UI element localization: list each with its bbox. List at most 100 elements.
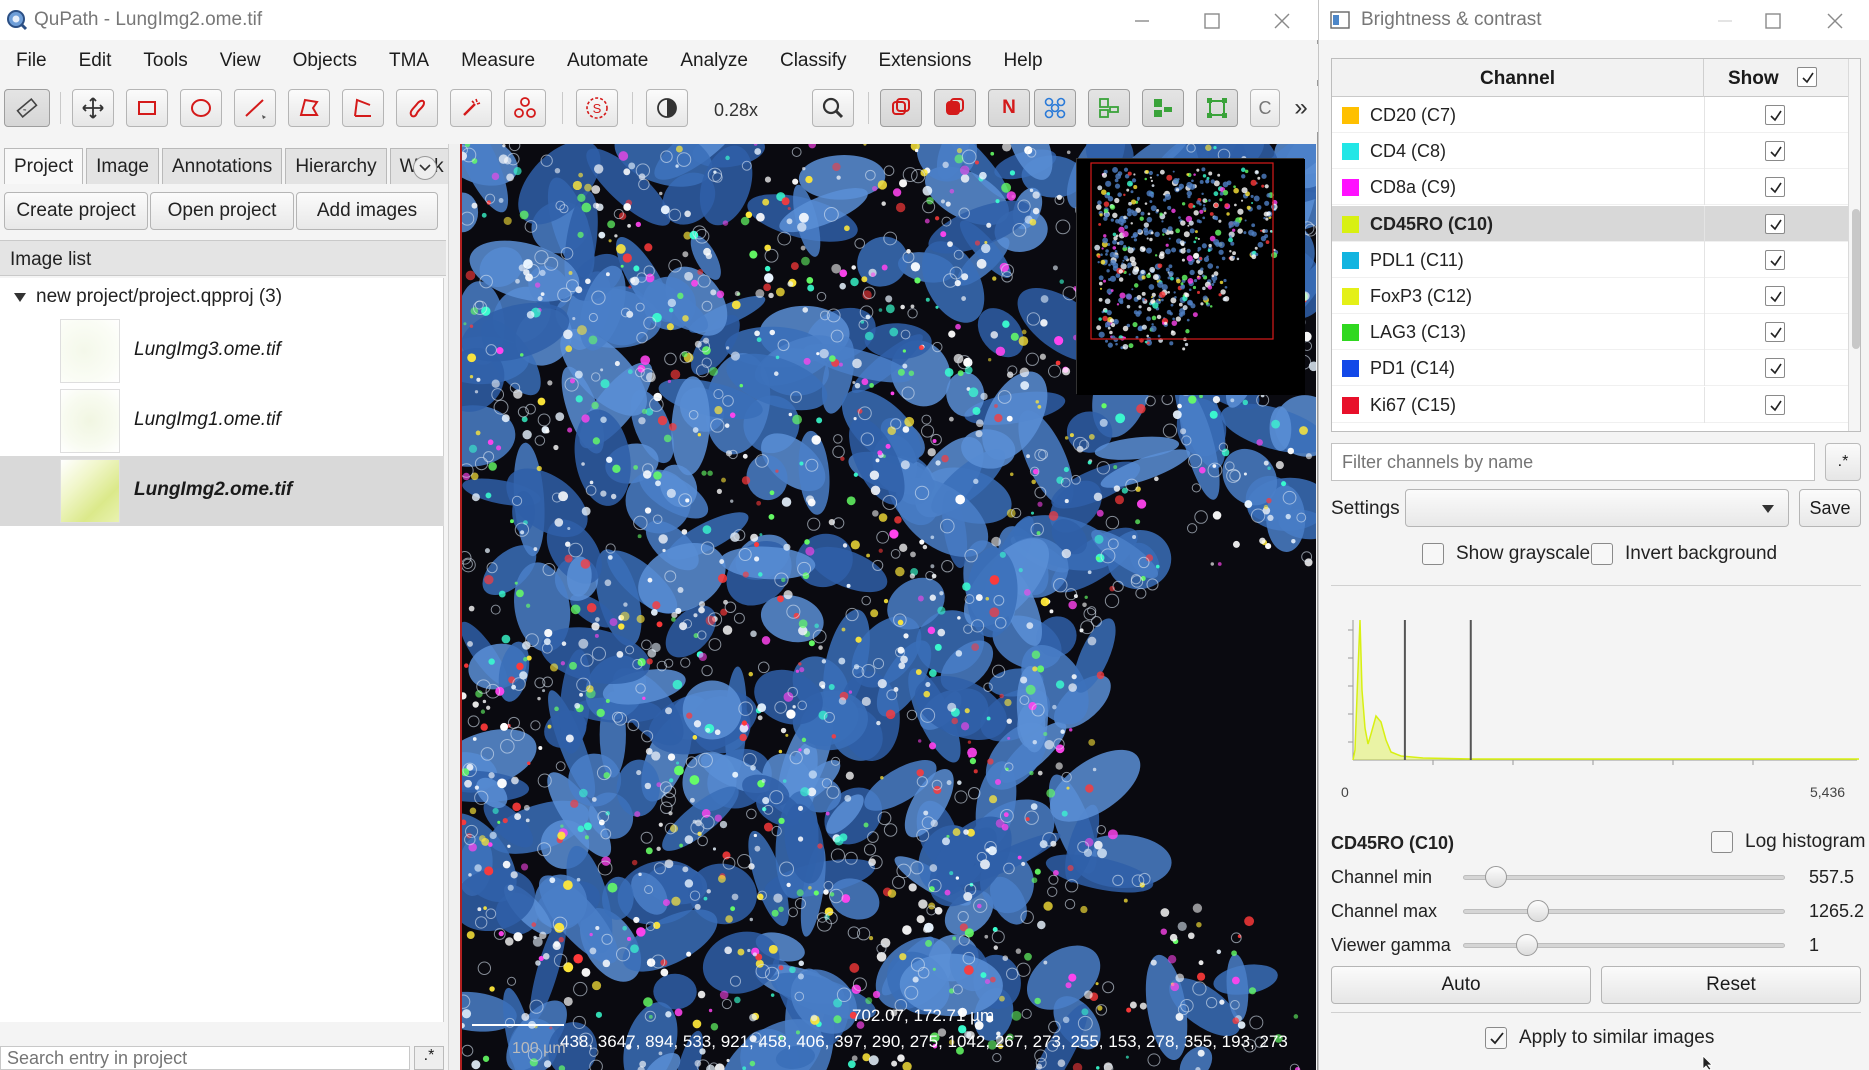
- image-list-item[interactable]: LungImg3.ome.tif: [0, 316, 444, 386]
- viewer-gamma-track[interactable]: [1463, 943, 1785, 948]
- channel-row[interactable]: LAG3 (C13): [1332, 314, 1848, 351]
- fill-annotations-button[interactable]: [934, 89, 976, 127]
- save-settings-button[interactable]: Save: [1799, 489, 1861, 527]
- histogram[interactable]: 0 5,436: [1331, 610, 1861, 810]
- show-all-checkbox[interactable]: [1797, 67, 1817, 87]
- show-detections-button[interactable]: [1088, 89, 1130, 127]
- menu-objects[interactable]: Objects: [292, 50, 357, 71]
- channel-min-slider[interactable]: [1485, 866, 1508, 888]
- channel-scrollbar[interactable]: [1848, 59, 1860, 431]
- channel-row[interactable]: CD20 (C7): [1332, 97, 1848, 133]
- channel-row[interactable]: PD1 (C14): [1332, 350, 1848, 387]
- fill-detections-button[interactable]: [1142, 89, 1184, 127]
- tab-overflow-button[interactable]: [413, 156, 437, 180]
- add-images-button[interactable]: Add images: [296, 192, 438, 230]
- polygon-tool-button[interactable]: [288, 89, 330, 127]
- invert-background-checkbox[interactable]: [1591, 543, 1613, 565]
- invert-background-option[interactable]: Invert background: [1591, 543, 1777, 565]
- more-tools-button[interactable]: »: [1286, 89, 1316, 127]
- wand-tool-button[interactable]: [450, 89, 492, 127]
- channel-min-track[interactable]: [1463, 875, 1785, 880]
- menu-tma[interactable]: TMA: [389, 50, 430, 71]
- move-tool-button[interactable]: [72, 89, 114, 127]
- show-tma-grid-button[interactable]: [1034, 89, 1076, 127]
- zoom-to-fit-button[interactable]: [812, 89, 854, 127]
- open-project-button[interactable]: Open project: [150, 192, 294, 230]
- channel-row-partial[interactable]: [1332, 423, 1848, 431]
- scrollbar-thumb[interactable]: [1852, 209, 1860, 349]
- tree-root[interactable]: new project/project.qpproj (3): [14, 286, 282, 308]
- channel-show-checkbox[interactable]: [1765, 286, 1785, 306]
- log-histogram-checkbox[interactable]: [1711, 831, 1733, 853]
- menu-classify[interactable]: Classify: [779, 50, 847, 71]
- menu-extensions[interactable]: Extensions: [878, 50, 972, 71]
- rectangle-tool-button[interactable]: [126, 89, 168, 127]
- tab-annotations[interactable]: Annotations: [161, 148, 283, 184]
- channel-row[interactable]: Ki67 (C15): [1332, 386, 1848, 423]
- channel-max-slider[interactable]: [1527, 900, 1550, 922]
- show-names-button[interactable]: N: [988, 89, 1030, 127]
- panel-splitter[interactable]: [448, 144, 460, 1070]
- c-button[interactable]: C: [1250, 89, 1280, 127]
- viewer-gamma-slider[interactable]: [1516, 934, 1539, 956]
- log-histogram-option[interactable]: Log histogram: [1711, 831, 1865, 853]
- menu-automate[interactable]: Automate: [567, 50, 649, 71]
- channel-show-checkbox[interactable]: [1765, 394, 1785, 415]
- selection-mode-button[interactable]: S: [576, 89, 618, 127]
- channel-show-checkbox[interactable]: [1765, 213, 1785, 234]
- channel-show-checkbox[interactable]: [1765, 322, 1785, 343]
- apply-similar-option[interactable]: Apply to similar images: [1485, 1027, 1714, 1049]
- tab-project[interactable]: Project: [4, 148, 84, 184]
- show-annotations-button[interactable]: [880, 89, 922, 127]
- channel-row[interactable]: CD45RO (C10): [1332, 205, 1848, 242]
- menu-edit[interactable]: Edit: [78, 50, 112, 71]
- menu-help[interactable]: Help: [1003, 50, 1043, 71]
- channel-show-checkbox[interactable]: [1765, 141, 1785, 162]
- tab-hierarchy[interactable]: Hierarchy: [285, 148, 387, 184]
- menu-file[interactable]: File: [16, 50, 47, 71]
- filter-channels-input[interactable]: [1331, 443, 1815, 481]
- bc-maximize-button[interactable]: [1749, 4, 1797, 38]
- maximize-button[interactable]: [1188, 4, 1236, 38]
- settings-dropdown[interactable]: [1405, 489, 1789, 527]
- line-tool-button[interactable]: [234, 89, 276, 127]
- tab-image[interactable]: Image: [86, 148, 159, 184]
- create-project-button[interactable]: Create project: [4, 192, 148, 230]
- menu-analyze[interactable]: Analyze: [680, 50, 748, 71]
- polyline-tool-button[interactable]: [342, 89, 384, 127]
- channel-row[interactable]: FoxP3 (C12): [1332, 278, 1848, 314]
- apply-similar-checkbox[interactable]: [1485, 1027, 1507, 1049]
- channel-show-checkbox[interactable]: [1765, 249, 1785, 270]
- menu-view[interactable]: View: [219, 50, 261, 71]
- brush-tool-button[interactable]: [396, 89, 438, 127]
- channel-show-checkbox[interactable]: [1765, 177, 1785, 198]
- brightness-contrast-button[interactable]: [646, 89, 688, 127]
- image-list-item[interactable]: LungImg1.ome.tif: [0, 386, 444, 456]
- show-column-header[interactable]: Show: [1704, 59, 1848, 97]
- channel-row[interactable]: CD8a (C9): [1332, 169, 1848, 206]
- pixel-classification-button[interactable]: [1196, 89, 1238, 127]
- ellipse-tool-button[interactable]: [180, 89, 222, 127]
- filter-regex-button[interactable]: .*: [1825, 443, 1861, 481]
- show-grayscale-option[interactable]: Show grayscale: [1422, 543, 1590, 565]
- channel-row[interactable]: CD4 (C8): [1332, 133, 1848, 170]
- image-list-item-selected[interactable]: LungImg2.ome.tif: [0, 456, 444, 526]
- menu-measure[interactable]: Measure: [461, 50, 536, 71]
- search-input[interactable]: [0, 1046, 410, 1070]
- channel-max-track[interactable]: [1463, 909, 1785, 914]
- auto-button[interactable]: Auto: [1331, 966, 1591, 1004]
- measure-tool-button[interactable]: [4, 89, 50, 127]
- channel-row[interactable]: PDL1 (C11): [1332, 241, 1848, 278]
- channel-show-checkbox[interactable]: [1765, 105, 1785, 125]
- regex-toggle-button[interactable]: .*: [414, 1046, 444, 1070]
- overview-thumbnail[interactable]: [1076, 158, 1305, 395]
- reset-button[interactable]: Reset: [1601, 966, 1861, 1004]
- channel-column-header[interactable]: Channel: [1332, 59, 1704, 97]
- bc-minimize-button[interactable]: [1701, 4, 1749, 38]
- channel-show-checkbox[interactable]: [1765, 358, 1785, 379]
- show-grayscale-checkbox[interactable]: [1422, 543, 1444, 565]
- bc-close-button[interactable]: [1811, 4, 1859, 38]
- points-tool-button[interactable]: [504, 89, 546, 127]
- minimize-button[interactable]: [1118, 4, 1166, 38]
- image-viewer[interactable]: 100 µm 702.07, 172.71 µm 438, 3647, 894,…: [460, 144, 1316, 1070]
